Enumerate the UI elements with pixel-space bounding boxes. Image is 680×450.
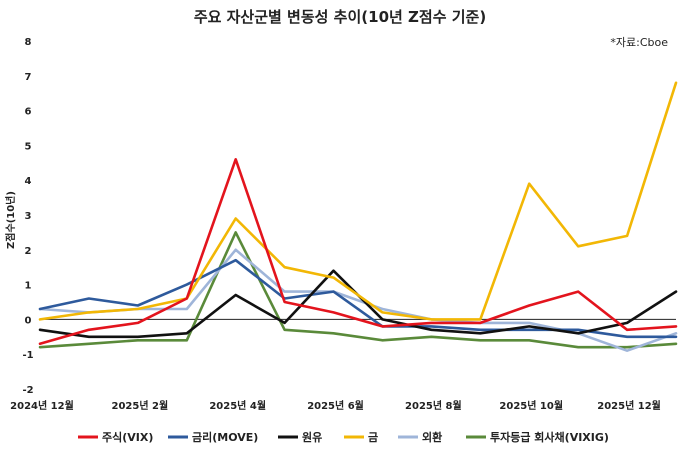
y-tick-label: -1 bbox=[22, 350, 33, 361]
legend-label: 투자등급 회사채(VIXIG) bbox=[490, 430, 609, 444]
series-line bbox=[38, 231, 678, 349]
x-tick-label: 2025년 8월 bbox=[405, 399, 462, 412]
legend-label: 외환 bbox=[422, 430, 442, 444]
chart-title: 주요 자산군별 변동성 추이(10년 Z점수 기준) bbox=[194, 8, 486, 26]
x-tick-label: 2025년 2월 bbox=[112, 399, 169, 412]
series-line bbox=[38, 269, 678, 339]
series-line bbox=[38, 258, 678, 339]
y-tick-label: 8 bbox=[25, 37, 32, 48]
y-axis-ticks: -2 -1 0 1 2 3 4 5 6 7 8 bbox=[22, 37, 33, 396]
y-tick-label: -2 bbox=[22, 385, 33, 396]
y-axis-label: Z점수(10년) bbox=[4, 191, 17, 249]
legend: 주식(VIX) 금리(MOVE) 원유 금 외환 투자등급 회사채(VIXIG) bbox=[78, 430, 609, 444]
x-tick-label: 2024년 12월 bbox=[10, 399, 74, 412]
y-tick-label: 6 bbox=[25, 107, 32, 118]
legend-label: 원유 bbox=[302, 430, 322, 444]
x-tick-label: 2025년 4월 bbox=[209, 399, 266, 412]
x-axis-ticks: 2024년 12월 2025년 2월 2025년 4월 2025년 6월 2025년 8… bbox=[10, 399, 661, 412]
series-lines bbox=[38, 81, 678, 353]
y-tick-label: 2 bbox=[25, 246, 32, 257]
y-tick-label: 0 bbox=[25, 315, 32, 326]
x-tick-label: 2025년 10월 bbox=[499, 399, 563, 412]
legend-label: 금리(MOVE) bbox=[192, 430, 258, 444]
source-note: *자료:Cboe bbox=[610, 36, 668, 49]
y-tick-label: 5 bbox=[25, 141, 32, 152]
series-line bbox=[38, 158, 678, 346]
y-tick-label: 3 bbox=[25, 211, 32, 222]
x-tick-label: 2025년 12월 bbox=[597, 399, 661, 412]
series-line bbox=[38, 81, 678, 321]
y-tick-label: 4 bbox=[25, 176, 32, 187]
y-tick-label: 1 bbox=[25, 281, 32, 292]
y-tick-label: 7 bbox=[25, 72, 32, 83]
legend-label: 금 bbox=[368, 431, 378, 444]
legend-label: 주식(VIX) bbox=[102, 430, 153, 444]
x-tick-label: 2025년 6월 bbox=[307, 399, 364, 412]
